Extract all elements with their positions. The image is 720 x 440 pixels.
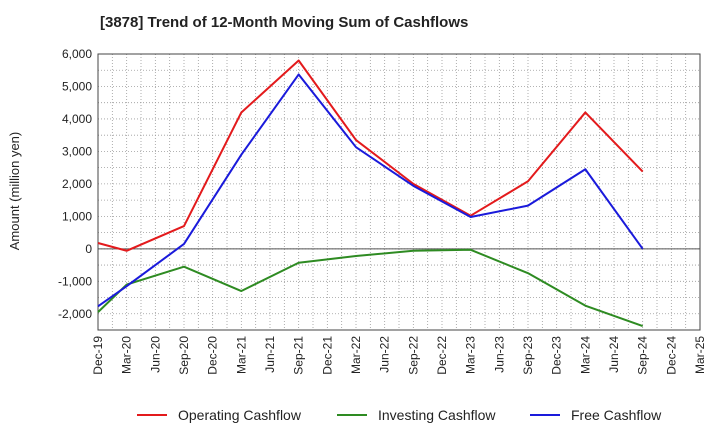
x-tick-labels: Dec-19 Mar-20 Jun-20 Sep-20 Dec-20 Mar-21 Jun-…	[91, 336, 707, 375]
series-line-free-cashflow	[97, 73, 644, 308]
plot-frame	[97, 53, 701, 331]
legend-label: Operating Cashflow	[178, 407, 302, 423]
chart-title: [3878] Trend of 12-Month Moving Sum of C…	[100, 14, 469, 31]
y-axis-label: Amount (million yen)	[7, 132, 22, 251]
x-tick-label: Dec-19	[91, 336, 105, 375]
x-tick-label: Mar-22	[349, 336, 363, 374]
legend-label: Free Cashflow	[571, 407, 662, 423]
x-tick-label: Mar-24	[578, 336, 592, 374]
x-tick-label: Jun-21	[263, 336, 277, 373]
x-tick-label: Jun-20	[148, 336, 162, 373]
x-tick-label: Dec-20	[206, 336, 220, 375]
x-tick-label: Mar-25	[693, 336, 707, 374]
y-tick-label: -1,000	[58, 274, 92, 288]
y-tick-label: 2,000	[62, 177, 92, 191]
x-tick-label: Dec-24	[664, 336, 678, 375]
x-tick-label: Dec-21	[320, 336, 334, 375]
x-tick-label: Mar-23	[464, 336, 478, 374]
y-tick-labels: 6,000 5,000 4,000 3,000 2,000 1,000 0 -1,000 -2,…	[58, 47, 92, 321]
x-tick-label: Dec-23	[550, 336, 564, 375]
legend: Operating Cashflow Investing Cashflow Free…	[137, 407, 662, 423]
x-tick-label: Jun-23	[492, 336, 506, 373]
x-tick-label: Jun-22	[378, 336, 392, 373]
y-tick-label: 0	[85, 242, 92, 256]
y-tick-label: 6,000	[62, 47, 92, 61]
x-tick-label: Sep-24	[636, 336, 650, 375]
y-tick-label: 5,000	[62, 79, 92, 93]
grid-layer	[97, 53, 701, 331]
x-tick-label: Mar-21	[234, 336, 248, 374]
x-tick-label: Sep-20	[177, 336, 191, 375]
x-tick-label: Sep-23	[521, 336, 535, 375]
legend-label: Investing Cashflow	[378, 407, 496, 423]
y-tick-label: 3,000	[62, 144, 92, 158]
series-layer	[97, 59, 644, 328]
x-tick-label: Jun-24	[607, 336, 621, 373]
x-tick-label: Sep-22	[406, 336, 420, 375]
y-tick-label: 1,000	[62, 209, 92, 223]
y-tick-label: 4,000	[62, 112, 92, 126]
x-tick-label: Mar-20	[120, 336, 134, 374]
x-tick-label: Sep-21	[292, 336, 306, 375]
x-tick-label: Dec-22	[435, 336, 449, 375]
y-tick-label: -2,000	[58, 307, 92, 321]
